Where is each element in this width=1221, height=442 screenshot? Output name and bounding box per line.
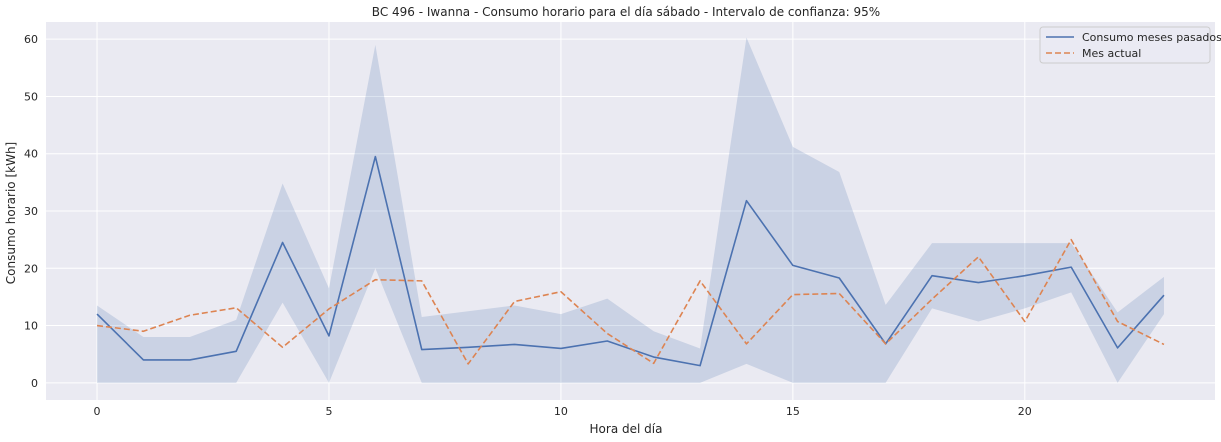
x-tick-label: 5 — [325, 405, 332, 418]
x-tick-label: 20 — [1018, 405, 1032, 418]
series-line-1 — [96, 238, 1165, 365]
y-tick-label: 20 — [24, 262, 38, 275]
confidence-band-layer — [97, 37, 1164, 383]
y-tick-label: 10 — [24, 320, 38, 333]
y-tick-label: 60 — [24, 33, 38, 46]
x-tick-labels: 0 5 10 15 20 — [94, 405, 1032, 418]
legend-label-0: Consumo meses pasados — [1082, 31, 1221, 44]
legend-label-1: Mes actual — [1082, 47, 1141, 60]
x-axis-label: Hora del día — [590, 422, 663, 436]
y-tick-label: 50 — [24, 90, 38, 103]
legend-box — [1039, 26, 1211, 64]
x-tick-label: 0 — [94, 405, 101, 418]
x-tick-label: 15 — [786, 405, 800, 418]
y-axis-label: Consumo horario [kWh] — [4, 142, 18, 284]
confidence-band — [97, 37, 1164, 383]
y-tick-label: 30 — [24, 205, 38, 218]
chart-title: BC 496 - Iwanna - Consumo horario para e… — [372, 5, 880, 19]
y-tick-label: 0 — [31, 377, 38, 390]
legend: Consumo meses pasados Mes actual — [1039, 26, 1221, 64]
y-tick-label: 40 — [24, 148, 38, 161]
y-tick-labels: 0 10 20 30 40 50 60 — [24, 33, 38, 390]
series-lines — [96, 155, 1165, 367]
x-tick-label: 10 — [554, 405, 568, 418]
grid-lines — [46, 22, 1215, 400]
